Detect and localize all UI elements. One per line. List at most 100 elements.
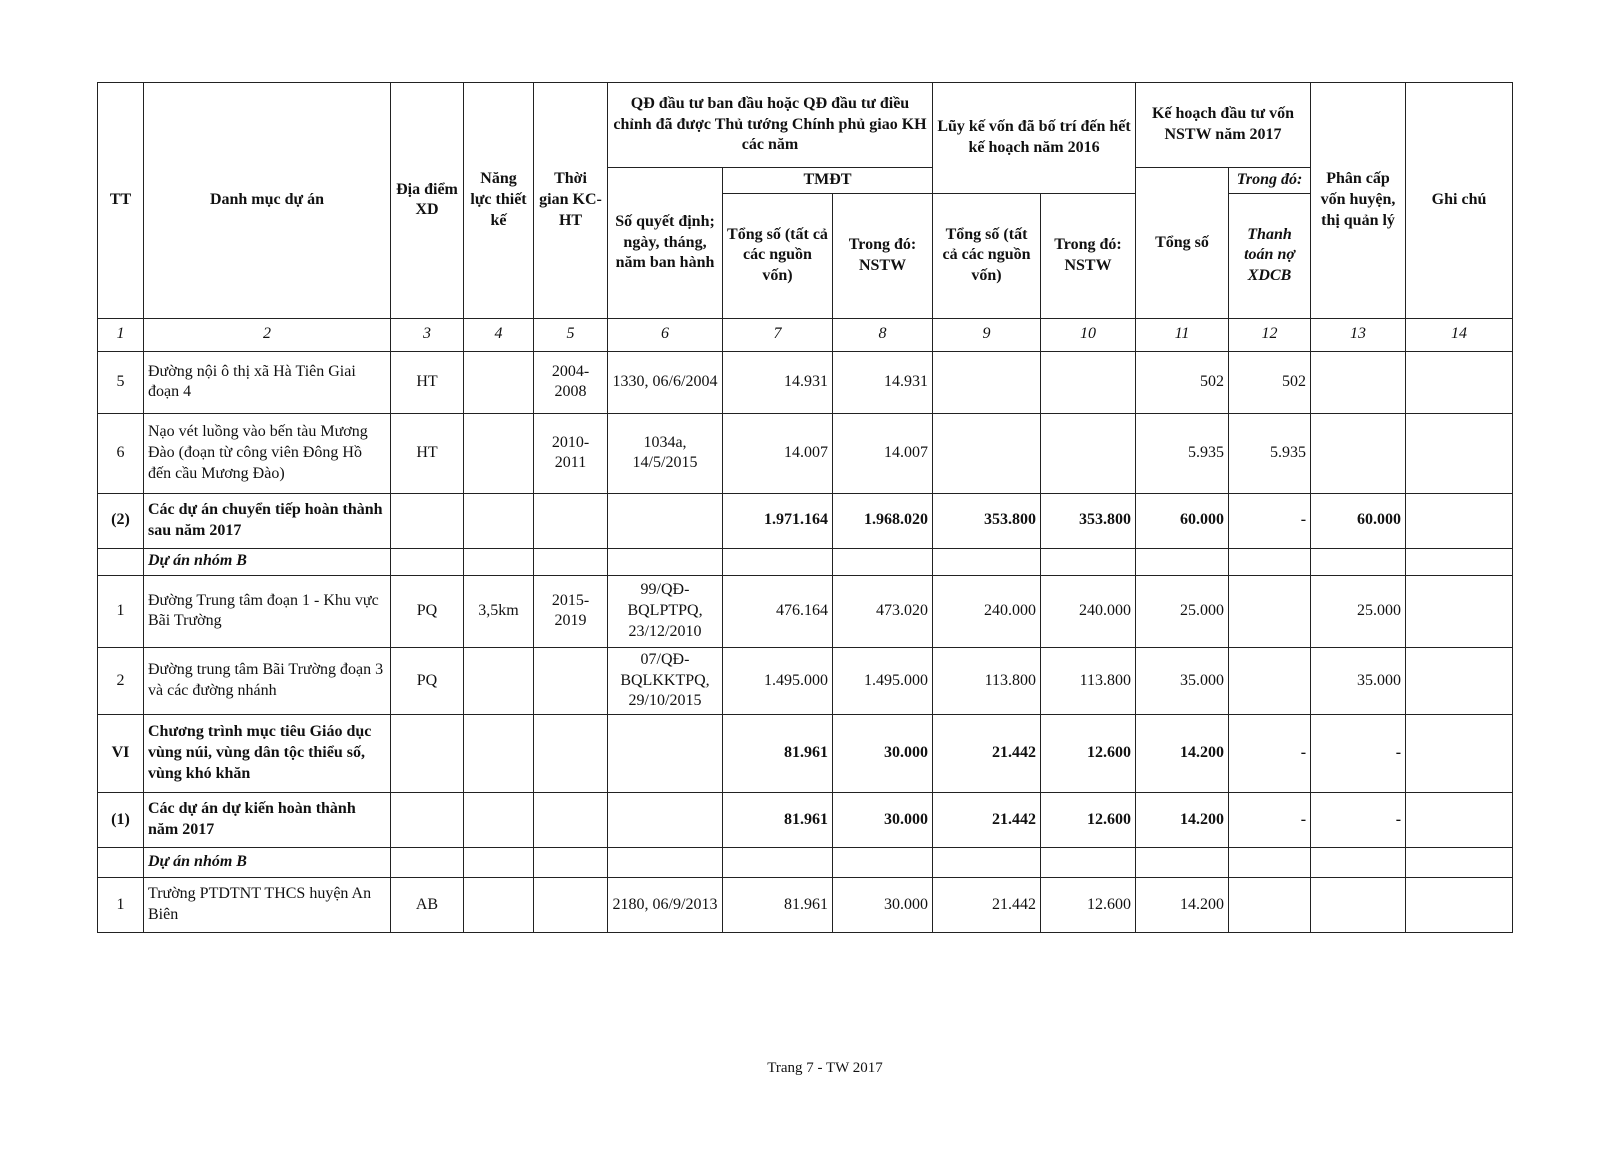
cell: PQ: [390, 574, 464, 648]
cell: [607, 492, 723, 549]
cell: 353.800: [1040, 492, 1136, 549]
cell: 81.961: [722, 877, 833, 934]
header-cell: Số quyết định; ngày, tháng, năm ban hành: [607, 167, 723, 319]
cell: [1227, 574, 1312, 648]
cell: [932, 350, 1041, 414]
cell: 81.961: [722, 792, 833, 849]
cell: -: [1310, 792, 1407, 849]
cell: Chương trình mục tiêu Giáo dục vùng núi,…: [143, 714, 391, 794]
cell: [1310, 547, 1407, 576]
cell: [463, 792, 534, 849]
cell: [463, 492, 534, 549]
header-cell: TT: [97, 82, 144, 319]
cell: 2010-2011: [533, 412, 608, 494]
header-cell: TMĐT: [722, 167, 933, 194]
cell: [932, 847, 1041, 879]
data-row: Dự án nhóm B: [97, 847, 1514, 879]
cell: Trường PTDTNT THCS huyện An Biên: [143, 877, 391, 934]
cell: 12.600: [1040, 714, 1136, 794]
cell: HT: [390, 350, 464, 414]
cell: Đường Trung tâm đoạn 1 - Khu vực Bãi Trư…: [143, 574, 391, 648]
data-row: Dự án nhóm B: [97, 547, 1514, 576]
cell: 1.495.000: [832, 646, 933, 716]
cell: 2: [97, 646, 144, 716]
cell: 1.495.000: [722, 646, 833, 716]
cell: [390, 492, 464, 549]
cell: [832, 547, 933, 576]
cell: [1405, 547, 1514, 576]
cell: [97, 847, 144, 879]
cell: [1310, 412, 1407, 494]
cell: 240.000: [932, 574, 1041, 648]
cell: 1.971.164: [722, 492, 833, 549]
column-number: 1: [97, 317, 144, 352]
cell: [463, 646, 534, 716]
cell: 14.931: [832, 350, 933, 414]
column-number: 11: [1135, 317, 1229, 352]
column-number: 4: [463, 317, 534, 352]
cell: 2015-2019: [533, 574, 608, 648]
cell: 1: [97, 877, 144, 934]
cell: 07/QĐ-BQLKKTPQ, 29/10/2015: [607, 646, 723, 716]
header-cell: Năng lực thiết kế: [463, 82, 534, 319]
column-number: 5: [533, 317, 608, 352]
cell: 1: [97, 574, 144, 648]
cell: 240.000: [1040, 574, 1136, 648]
cell: [1405, 646, 1514, 716]
column-number: 9: [932, 317, 1041, 352]
cell: [463, 877, 534, 934]
cell: [1405, 714, 1514, 794]
cell: AB: [390, 877, 464, 934]
cell: 1.968.020: [832, 492, 933, 549]
cell: 21.442: [932, 792, 1041, 849]
cell: [533, 714, 608, 794]
cell: [1405, 350, 1514, 414]
cell: [1405, 877, 1514, 934]
cell: 30.000: [832, 877, 933, 934]
cell: (2): [97, 492, 144, 549]
cell: -: [1227, 492, 1312, 549]
header-cell: Tổng số (tất cả các nguồn vốn): [932, 192, 1041, 319]
cell: [533, 492, 608, 549]
header-cell: Trong đó: NSTW: [1040, 192, 1136, 319]
cell: [1227, 877, 1312, 934]
cell: [1310, 350, 1407, 414]
header-cell: Tổng số (tất cả các nguồn vốn): [722, 192, 833, 319]
cell: [1227, 646, 1312, 716]
header-cell: Trong đó:: [1227, 167, 1312, 194]
cell: [1310, 847, 1407, 879]
cell: 473.020: [832, 574, 933, 648]
cell: [1040, 412, 1136, 494]
cell: 25.000: [1135, 574, 1229, 648]
cell: [1040, 350, 1136, 414]
cell: 14.007: [832, 412, 933, 494]
cell: [463, 714, 534, 794]
cell: [533, 877, 608, 934]
cell: [1135, 847, 1229, 879]
cell: [1405, 792, 1514, 849]
cell: [463, 412, 534, 494]
header-cell: Phân cấp vốn huyện, thị quản lý: [1310, 82, 1407, 319]
page-footer: Trang 7 - TW 2017: [767, 1060, 883, 1076]
cell: [1405, 847, 1514, 879]
cell: 14.007: [722, 412, 833, 494]
cell: 5.935: [1135, 412, 1229, 494]
cell: 21.442: [932, 877, 1041, 934]
cell: 14.200: [1135, 714, 1229, 794]
cell: 113.800: [932, 646, 1041, 716]
cell: [832, 847, 933, 879]
cell: Các dự án chuyển tiếp hoàn thành sau năm…: [143, 492, 391, 549]
cell: [932, 412, 1041, 494]
cell: [390, 847, 464, 879]
cell: [1135, 547, 1229, 576]
cell: 99/QĐ-BQLPTPQ, 23/12/2010: [607, 574, 723, 648]
cell: [97, 547, 144, 576]
cell: 502: [1135, 350, 1229, 414]
header-cell: Ghi chú: [1405, 82, 1514, 319]
cell: [1405, 492, 1514, 549]
data-row: VI Chương trình mục tiêu Giáo dục vùng nú…: [97, 714, 1514, 794]
cell: -: [1227, 792, 1312, 849]
cell: [607, 792, 723, 849]
